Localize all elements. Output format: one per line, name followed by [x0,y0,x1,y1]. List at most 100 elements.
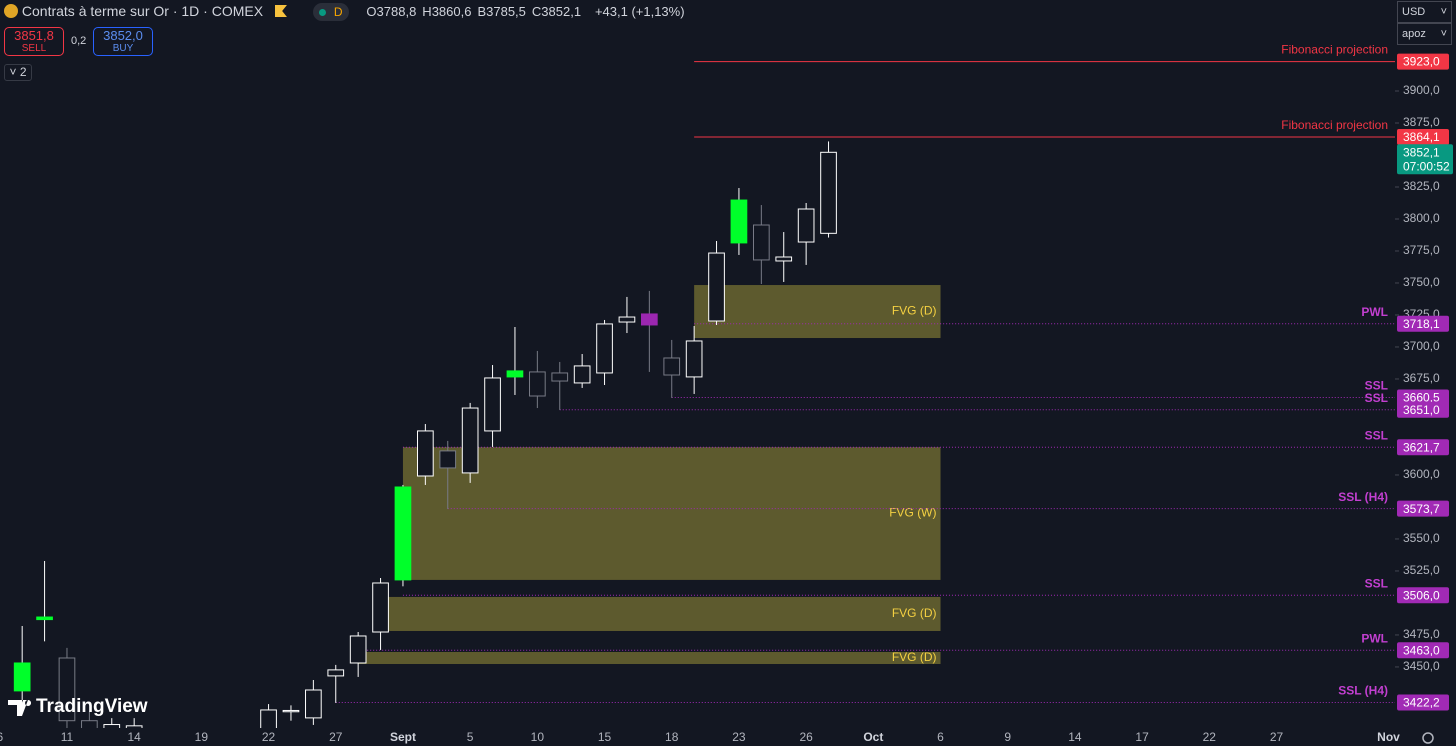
y-tick-label: 3525,0 [1403,563,1440,577]
price-tag [1397,53,1449,70]
current-price: 3852,1 [1403,145,1440,159]
candle-body [81,720,98,728]
y-tick-label: 3475,0 [1403,627,1440,641]
y-tick-label: 3550,0 [1403,531,1440,545]
flag-icon [274,5,287,17]
candle-body [305,689,322,719]
candle-body [36,616,53,621]
ohlc-key: B [477,4,487,19]
price-tag [1397,439,1449,456]
symbol-title: Contrats à terme sur Or · 1D · COMEX [21,3,264,19]
price-tag [1397,128,1449,145]
fvg-label: FVG (W) [889,506,936,520]
ohlc-item: H3860,6 [422,4,471,19]
candle-body [820,151,837,234]
price-tag-label: 3923,0 [1403,55,1440,69]
x-tick-label: 18 [665,730,679,744]
price-tag-label: 3718,1 [1403,317,1440,331]
account: apoz [1402,28,1426,40]
candle-body [730,199,748,244]
candle-body [506,370,524,378]
y-tick-label: 3775,0 [1403,243,1440,257]
ohlc-value: 3852,1 [541,4,582,19]
change: +43,1 (+1,13%) [594,4,685,19]
level-label: SSL [1365,576,1388,590]
candle-body [484,377,501,432]
ohlc-key: H [422,4,432,19]
candle-body [797,208,815,243]
candle-body [551,372,569,382]
sell-button[interactable]: 3851,8 SELL [4,27,64,56]
account-select[interactable]: apoz ˅ [1397,23,1452,45]
price-tag [1397,500,1449,517]
x-tick-label: 22 [262,730,276,744]
axes: 3900,03875,03825,03800,03775,03750,03725… [0,83,1440,744]
level-label: SSL [1365,379,1388,393]
price-tag-label: 3422,2 [1403,696,1440,710]
x-tick-label: 14 [127,730,141,744]
price-tag [1397,315,1449,332]
x-tick-label: 14 [1068,730,1082,744]
x-tick-label: 19 [195,730,209,744]
candle-body [596,323,613,374]
candle-body [349,635,367,664]
header-row: Contrats à terme sur Or · 1D · COMEX D O… [4,3,685,21]
x-tick-label: 27 [1270,730,1284,744]
fvg-label: FVG (D) [892,304,937,318]
candle-body [752,224,770,261]
y-tick-label: 3450,0 [1403,659,1440,673]
spread: 0,2 [71,35,87,47]
fvg-zone [694,285,941,339]
price-tag-label: 3506,0 [1403,588,1440,602]
ohlc-key: C [531,4,542,19]
y-tick-label: 3675,0 [1403,371,1440,385]
level-label: PWL [1361,305,1388,319]
ohlc-item: B3785,5 [477,4,525,19]
y-tick-label: 3700,0 [1403,339,1440,353]
ohlc-value: 3785,5 [486,4,526,19]
settings-icon[interactable] [1422,732,1434,744]
x-tick-label: 11 [61,730,74,744]
price-tag [1397,642,1449,659]
x-tick-label: 15 [598,730,612,744]
x-tick-label: 9 [1004,730,1011,744]
plot-area: FVG (D) FVG (W) FVG (D) FVG (D) Fibonacci pr… [13,43,1395,728]
y-tick-label: 3800,0 [1403,211,1440,225]
y-tick-label: 3600,0 [1403,467,1440,481]
buy-price: 3852,0 [103,28,143,43]
candle-body [125,725,143,728]
x-tick-label: 23 [732,730,746,744]
y-tick-label: 3875,0 [1403,115,1440,129]
currency-select[interactable]: USD ˅ [1397,1,1452,23]
price-tag [1397,389,1449,406]
price-tag-label: 3621,7 [1403,440,1440,454]
sell-price: 3851,8 [14,28,54,43]
fvg-zone [402,447,941,580]
x-tick-label: Oct [863,730,883,744]
level-label: SSL [1365,428,1388,442]
level-label: SSL (H4) [1338,490,1388,504]
candle-body [439,450,457,469]
buy-label: BUY [112,43,134,54]
x-tick-label: 22 [1203,730,1217,744]
indicator-toggle[interactable]: ˅ 2 [4,64,32,81]
current-price-tag [1397,144,1453,175]
candle-body [13,662,31,692]
level-label: SSL [1365,391,1388,405]
x-tick-label: 26 [799,730,813,744]
price-tag-label: 3864,1 [1403,130,1440,144]
status-badge: D [312,3,349,21]
level-label: Fibonacci projection [1281,118,1388,132]
buy-button[interactable]: 3852,0 BUY [93,27,153,56]
price-tag [1397,694,1449,711]
candle-body [529,371,546,397]
x-tick-label: 6 [937,730,944,744]
x-tick-label: 6 [0,730,3,744]
x-tick-label: 5 [467,730,474,744]
price-tag-label: 3463,0 [1403,643,1440,657]
candle-body [372,582,389,633]
candle-body [327,669,345,677]
candle-body [775,256,793,262]
brand-logo: TradingView [8,696,148,717]
